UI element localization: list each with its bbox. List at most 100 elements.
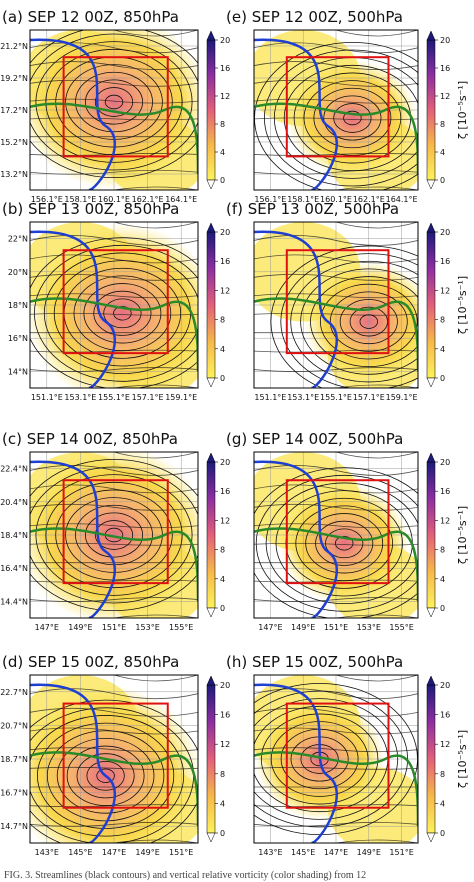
- map: [30, 222, 198, 388]
- panel: (e) SEP 12 00Z, 500hPa 156.1°E 158.1°E 160.…: [226, 8, 469, 204]
- colorbar-end: [206, 179, 216, 190]
- colorbar-tick-label: 8: [440, 770, 445, 779]
- panel: (a) SEP 12 00Z, 850hPa 156.1°E 158.1°E 160.…: [0, 8, 230, 204]
- streamline: [254, 235, 418, 246]
- colorbar-end: [426, 675, 436, 686]
- x-tick-label: 145°E: [291, 848, 315, 857]
- green-contour: [254, 102, 418, 175]
- streamline: [30, 237, 198, 388]
- y-tick-label: 22°N: [8, 235, 28, 244]
- colorbar-end: [206, 452, 216, 463]
- colorbar-tick-label: 0: [220, 829, 225, 838]
- streamline: [254, 467, 418, 618]
- streamline: [30, 254, 198, 264]
- blue-contour: [254, 460, 338, 618]
- x-tick-label: 151°E: [169, 848, 193, 857]
- streamline: [30, 542, 198, 546]
- streamline: [254, 117, 418, 121]
- map: [254, 222, 418, 388]
- panel: (b) SEP 13 00Z, 850hPa 151.1°E 153.1°E 155.…: [2, 200, 230, 402]
- streamline: [30, 367, 198, 372]
- streamline: [254, 542, 418, 546]
- colorbar-tick-label: 0: [440, 604, 445, 613]
- colorbar-tick-label: 20: [440, 36, 450, 45]
- map-frame: [29, 451, 199, 619]
- analysis-box: [62, 479, 169, 585]
- y-tick-label: 14°N: [8, 367, 28, 376]
- panel-title: (f) SEP 13 00Z, 500hPa: [226, 200, 399, 218]
- streamline: [310, 276, 418, 368]
- map: [30, 675, 198, 843]
- y-tick-label: 13.2°N: [0, 170, 28, 179]
- panel: (f) SEP 13 00Z, 500hPa 151.1°E 153.1°E 155.…: [226, 200, 469, 402]
- map-frame: [253, 221, 419, 389]
- streamline: [254, 61, 418, 70]
- analysis-box: [285, 249, 390, 355]
- streamline: [254, 614, 418, 618]
- x-tick-label: 151.1°E: [31, 393, 63, 402]
- streamline: [30, 273, 198, 281]
- streamline: [30, 98, 198, 104]
- streamline: [254, 367, 418, 372]
- streamline: [45, 481, 183, 589]
- panel: (h) SEP 15 00Z, 500hPa 143°E 145°E 147°E 149…: [226, 653, 469, 857]
- colorbar-tick-label: 20: [440, 228, 450, 237]
- streamline: [254, 452, 418, 459]
- colorbar-tick-label: 0: [440, 829, 445, 838]
- streamline: [254, 293, 418, 299]
- streamline: [254, 169, 418, 175]
- streamline: [30, 707, 198, 717]
- colorbar-tick-label: 8: [220, 120, 225, 129]
- streamline: [254, 98, 418, 104]
- colorbar-tick-label: 0: [220, 176, 225, 185]
- streamline: [30, 117, 198, 121]
- streamline: [254, 747, 418, 753]
- analysis-box: [285, 702, 390, 809]
- streamline: [30, 821, 198, 827]
- streamline: [86, 760, 125, 791]
- blue-contour: [254, 230, 338, 388]
- streamline: [264, 49, 418, 187]
- streamline: [75, 71, 153, 133]
- x-tick-label: 160.1°E: [98, 195, 130, 204]
- map-frame: [29, 674, 199, 844]
- streamline: [30, 30, 198, 37]
- colorbar-end: [426, 607, 436, 618]
- streamline: [30, 33, 198, 171]
- x-tick-label: 155°E: [389, 623, 413, 632]
- colorbar-tick-label: 20: [220, 228, 230, 237]
- streamline: [254, 465, 418, 476]
- streamline: [300, 268, 418, 375]
- y-tick-label: 21.2°N: [0, 42, 28, 51]
- colorbar-label: ζ [10⁻⁵s⁻¹]: [456, 506, 469, 564]
- colorbar-tick-label: 4: [220, 575, 225, 584]
- blue-contour: [254, 683, 338, 843]
- x-tick-label: 153°E: [135, 623, 159, 632]
- blue-contour: [30, 38, 116, 190]
- streamline: [254, 688, 418, 700]
- streamline: [30, 747, 198, 753]
- map-frame: [29, 29, 199, 191]
- colorbar-end: [206, 675, 216, 686]
- colorbar-tick-label: 0: [220, 604, 225, 613]
- x-tick-label: 147°E: [324, 848, 348, 857]
- colorbar-end: [426, 30, 436, 41]
- streamline: [254, 30, 418, 37]
- colorbar: [426, 231, 436, 379]
- colorbar-label: ζ [10⁻⁵s⁻¹]: [456, 730, 469, 788]
- colorbar-label: ζ [10⁻⁵s⁻¹]: [456, 276, 469, 334]
- colorbar: [426, 461, 436, 609]
- map-frame: [253, 674, 419, 844]
- x-tick-label: 156.1°E: [254, 195, 286, 204]
- streamline: [290, 260, 418, 383]
- caption: FIG. 3. Streamlines (black contours) and…: [4, 870, 366, 881]
- map: [254, 675, 418, 843]
- colorbar-tick-label: 16: [440, 64, 450, 73]
- colorbar-tick-label: 4: [440, 345, 445, 354]
- streamline: [254, 42, 418, 54]
- streamline: [76, 753, 135, 799]
- x-tick-label: 158.1°E: [287, 195, 319, 204]
- streamline: [254, 503, 418, 511]
- streamline: [30, 484, 198, 494]
